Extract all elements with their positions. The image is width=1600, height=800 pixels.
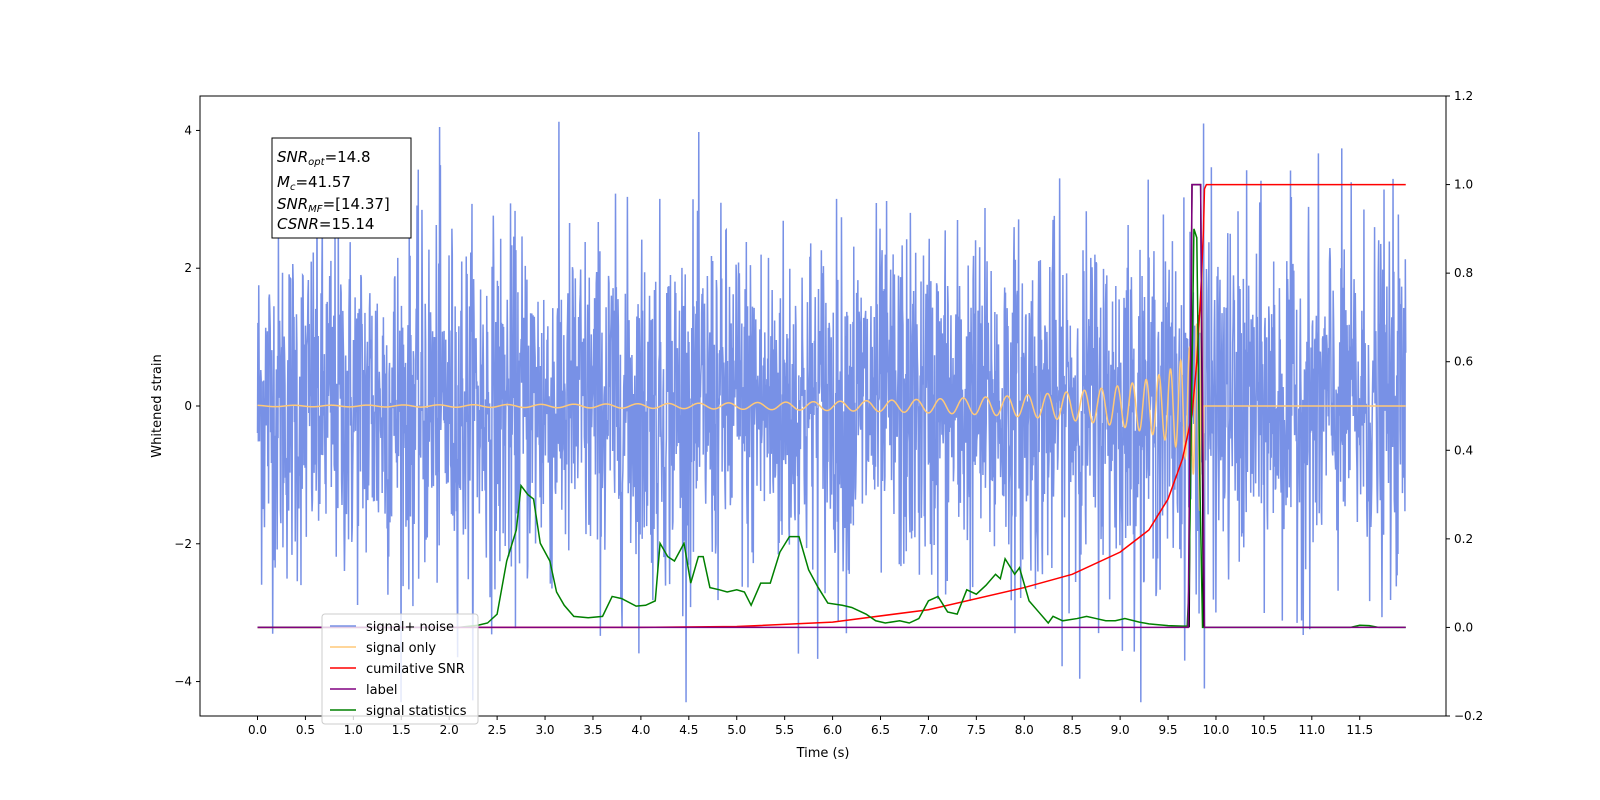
y-axis-label: Whitened strain [150, 354, 165, 457]
y-tick-label: 0 [184, 399, 192, 413]
series-label-only [257, 183, 1406, 629]
legend-frame [321, 613, 479, 725]
x-tick-label: 0.0 [248, 723, 267, 737]
series-signal-only [257, 259, 1406, 600]
x-tick-label: 8.0 [1015, 723, 1034, 737]
x-tick-label: 7.0 [919, 723, 938, 737]
legend: signal+ noise signal only cumilative SNR la… [321, 613, 479, 725]
legend-label: label [366, 683, 397, 698]
x-tick-label: 3.0 [535, 723, 554, 737]
x-tick-label: 1.5 [392, 723, 411, 737]
x-tick-label: 11.5 [1346, 723, 1373, 737]
x-tick-label: 2.5 [488, 723, 507, 737]
x-tick-label: 10.0 [1203, 723, 1230, 737]
annotation-box: SNRopt=14.8 Mc=41.57 SNRMF=[14.37] CSNR=… [271, 137, 412, 239]
x-tick-label: 5.0 [727, 723, 746, 737]
x-tick-label: 7.5 [967, 723, 986, 737]
y-right-tick-label: 1.0 [1454, 178, 1473, 192]
y-axis-right: 1.2 1.0 0.8 0.6 0.4 0.2 0.0 −0.2 [1446, 89, 1483, 723]
x-tick-label: 4.5 [679, 723, 698, 737]
x-tick-label: 3.5 [583, 723, 602, 737]
y-right-tick-label: 0.4 [1454, 443, 1473, 457]
series-signal-statistics [257, 228, 1406, 629]
x-tick-label: 4.0 [631, 723, 650, 737]
y-tick-label: −2 [174, 537, 192, 551]
x-tick-label: 1.0 [344, 723, 363, 737]
y-right-tick-label: 1.2 [1454, 89, 1473, 103]
x-tick-label: 9.0 [1111, 723, 1130, 737]
x-axis: 0.0 0.5 1.0 1.5 2.0 2.5 3.0 3.5 4.0 4.5 5.0 5.5 6.0 6… [248, 716, 1373, 737]
x-axis-label: Time (s) [796, 746, 850, 761]
annotation-mc: Mc=41.57 [277, 173, 351, 193]
y-right-tick-label: 0.6 [1454, 355, 1473, 369]
y-right-tick-label: 0.2 [1454, 532, 1473, 546]
annotation-csnr: CSNR=15.14 [277, 215, 374, 233]
annotation-frame [271, 137, 412, 239]
annotation-snr-mf: SNRMF=[14.37] [277, 195, 390, 215]
x-tick-label: 9.5 [1158, 723, 1177, 737]
y-right-tick-label: −0.2 [1454, 709, 1483, 723]
legend-label: signal only [366, 641, 436, 656]
series-cumilative-snr [257, 183, 1406, 629]
y-axis-left: 4 2 0 −2 −4 [174, 123, 200, 689]
y-tick-label: 2 [184, 261, 192, 275]
x-tick-label: 5.5 [775, 723, 794, 737]
legend-label: cumilative SNR [366, 662, 465, 677]
x-tick-label: 11.0 [1298, 723, 1325, 737]
y-right-tick-label: 0.0 [1454, 620, 1473, 634]
x-tick-label: 6.0 [823, 723, 842, 737]
annotation-snr-opt: SNRopt=14.8 [277, 148, 371, 168]
legend-label: signal+ noise [366, 620, 454, 635]
series-layer [256, 121, 1407, 703]
legend-label: signal statistics [366, 704, 467, 719]
x-tick-label: 0.5 [296, 723, 315, 737]
y-right-tick-label: 0.8 [1454, 266, 1473, 280]
y-tick-label: −4 [174, 675, 192, 689]
y-tick-label: 4 [184, 123, 192, 137]
x-tick-label: 8.5 [1063, 723, 1082, 737]
x-tick-label: 6.5 [871, 723, 890, 737]
x-tick-label: 2.0 [440, 723, 459, 737]
series-signal-noise [256, 121, 1407, 703]
x-tick-label: 10.5 [1251, 723, 1278, 737]
